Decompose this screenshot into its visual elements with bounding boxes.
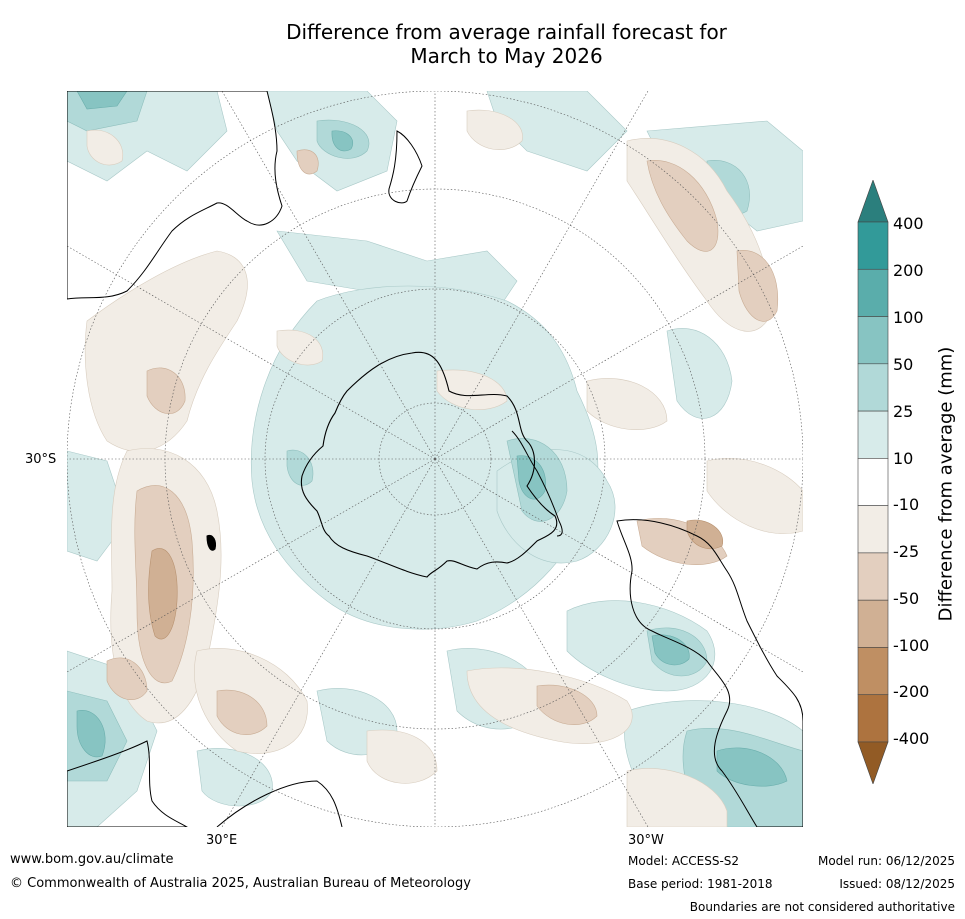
colorbar-bin (857, 180, 889, 223)
colorbar-tick: 10 (893, 449, 914, 468)
longitude-label-30e: 30°E (206, 833, 238, 848)
dry-anomaly-strong (148, 519, 724, 640)
colorbar-tick: 25 (893, 402, 914, 421)
colorbar-bin (857, 221, 889, 270)
antarctic-peninsula (511, 430, 563, 537)
colorbar-tick: 400 (893, 214, 924, 233)
colorbar-tick: 50 (893, 355, 914, 374)
colorbar-tick: 200 (893, 261, 924, 280)
longitude-label-30w: 30°W (628, 833, 664, 848)
africa-south-coast (216, 780, 343, 827)
colorbar-bin (857, 741, 889, 784)
title-line-2: March to May 2026 (410, 44, 603, 68)
south-america-coastline (616, 519, 803, 827)
latitude-label-30s: 30°S (25, 452, 57, 467)
title-line-1: Difference from average rainfall forecas… (286, 20, 727, 44)
colorbar-bin (857, 647, 889, 696)
colorbar-bin (857, 694, 889, 743)
colorbar-bin (857, 552, 889, 601)
meridian-lines (67, 91, 803, 827)
colorbar-bin (857, 363, 889, 412)
colorbar-bin (857, 410, 889, 459)
colorbar-tick: -100 (893, 636, 930, 655)
colorbar-tick: -200 (893, 682, 930, 701)
copyright-notice: © Commonwealth of Australia 2025, Austra… (10, 876, 471, 891)
africa-coastline (67, 740, 188, 827)
model-name: Model: ACCESS-S2 (628, 854, 740, 868)
colorbar-bin (857, 505, 889, 554)
colorbar-bin (857, 599, 889, 648)
base-period: Base period: 1981-2018 (628, 877, 773, 891)
boundaries-disclaimer: Boundaries are not considered authoritat… (689, 900, 955, 914)
issued-date: Issued: 08/12/2025 (839, 877, 955, 891)
map-canvas (67, 91, 803, 827)
wet-anomaly-strong (76, 91, 788, 787)
colorbar (857, 180, 889, 784)
antarctica-coastline (300, 351, 558, 578)
australia-coastline (67, 91, 283, 300)
website-link[interactable]: www.bom.gov.au/climate (10, 852, 174, 867)
rainfall-anomaly-map (67, 91, 803, 827)
colorbar-tick: 100 (893, 308, 924, 327)
colorbar-tick: -10 (893, 495, 920, 514)
model-run-date: Model run: 06/12/2025 (817, 854, 955, 868)
colorbar-bin (857, 458, 889, 506)
new-zealand-coastline (388, 130, 423, 204)
colorbar-tick: -400 (893, 729, 930, 748)
chart-title: Difference from average rainfall forecas… (0, 20, 965, 68)
colorbar-bin (857, 316, 889, 365)
madagascar-coastline (206, 534, 216, 551)
colorbar-tick: -25 (893, 542, 920, 561)
colorbar-title: Difference from average (mm) (935, 346, 957, 622)
colorbar-bin (857, 268, 889, 317)
colorbar-tick: -50 (893, 589, 920, 608)
